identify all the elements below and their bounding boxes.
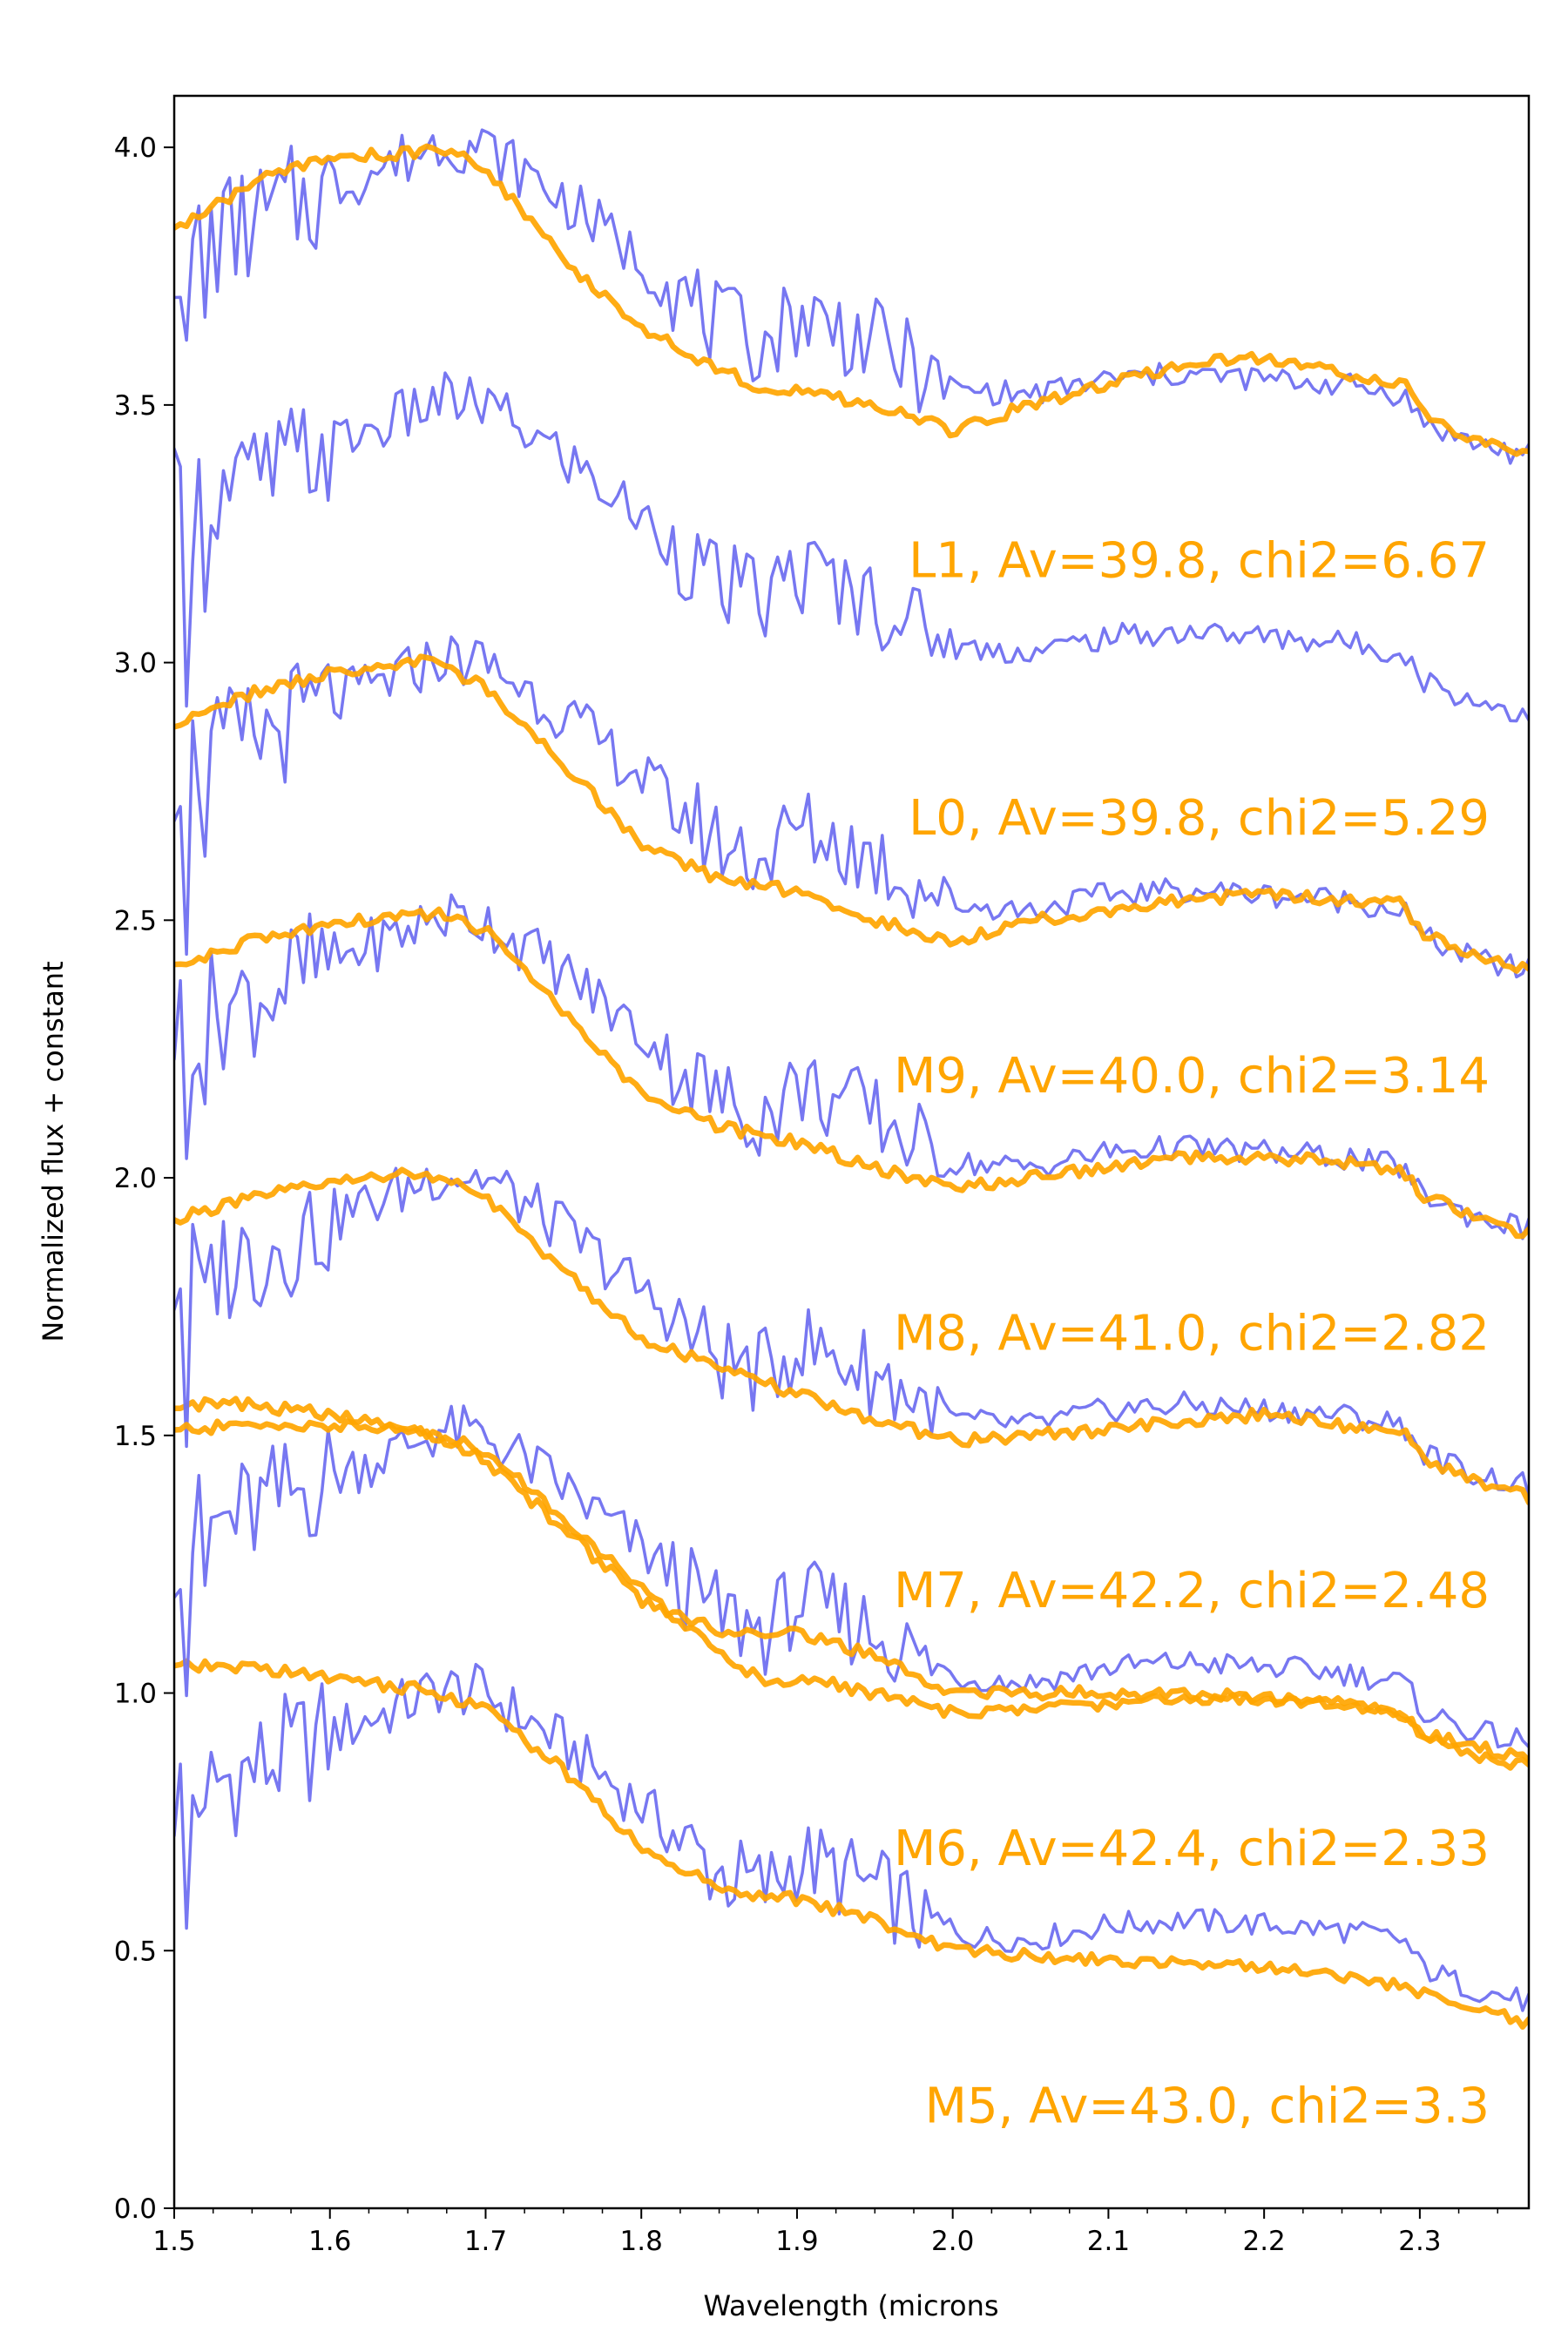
y-tick-label: 0.5 (114, 1936, 157, 1967)
x-tick-label: 1.6 (308, 2226, 351, 2257)
plot-frame (172, 94, 1531, 2210)
model-label-L0: L0, Av=39.8, chi2=5.29 (909, 790, 1490, 847)
x-tick-label: 1.9 (775, 2226, 818, 2257)
x-tick-label: 2.1 (1087, 2226, 1130, 2257)
x-tick-label: 1.8 (620, 2226, 663, 2257)
model-spectrum-M7 (174, 1418, 1529, 1771)
y-tick-label: 2.0 (114, 1163, 157, 1194)
x-tick-label: 2.0 (931, 2226, 974, 2257)
observed-spectrum-M6 (174, 1404, 1529, 1749)
model-label-M8: M8, Av=41.0, chi2=2.82 (894, 1306, 1490, 1362)
axis-layer: 1.5 1.6 1.7 1.8 1.9 2.0 2.1 2.2 2.3 0.0 0.5 1.0 1.5 2… (114, 132, 1499, 2257)
model-label-L1: L1, Av=39.8, chi2=6.67 (909, 532, 1490, 589)
observed-spectrum-M8 (174, 893, 1529, 1240)
y-tick-label: 0.0 (114, 2193, 157, 2225)
x-tick-label: 1.5 (152, 2226, 195, 2257)
x-tick-label: 1.7 (464, 2226, 507, 2257)
y-tick-label: 2.5 (114, 905, 157, 936)
observed-spectrum-M5 (174, 1662, 1529, 2012)
model-spectrum-M8 (174, 1166, 1529, 1506)
x-tick-label: 2.2 (1242, 2226, 1285, 2257)
model-spectrum-M9 (174, 906, 1529, 1240)
x-tick-label: 2.3 (1398, 2226, 1441, 2257)
model-label-M5: M5, Av=43.0, chi2=3.3 (925, 2078, 1490, 2135)
annotation-layer: M5, Av=43.0, chi2=3.3 M6, Av=42.4, chi2=2… (894, 532, 1490, 2134)
model-spectrum-L0 (174, 653, 1529, 974)
y-tick-label: 3.5 (114, 390, 157, 422)
y-tick-label: 4.0 (114, 132, 157, 164)
model-spectrum-L1 (174, 143, 1529, 457)
model-label-M7: M7, Av=42.2, chi2=2.48 (894, 1563, 1490, 1619)
series-layer (174, 128, 1529, 2031)
y-tick-label: 1.5 (114, 1421, 157, 1452)
y-tick-label: 3.0 (114, 648, 157, 679)
observed-spectrum-L0 (174, 371, 1529, 723)
model-spectrum-M5 (174, 1658, 1529, 2031)
x-axis-title: Wavelength (microns (703, 2289, 998, 2322)
model-label-M6: M6, Av=42.4, chi2=2.33 (894, 1821, 1490, 1877)
y-tick-label: 1.0 (114, 1679, 157, 1710)
model-label-M9: M9, Av=40.0, chi2=3.14 (894, 1048, 1490, 1105)
y-axis-title: Normalized flux + constant (37, 961, 70, 1342)
